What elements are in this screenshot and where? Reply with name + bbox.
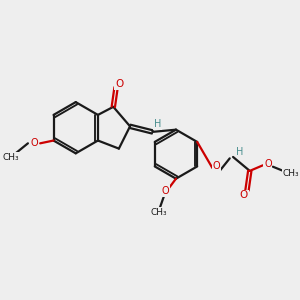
Text: CH₃: CH₃ (282, 169, 299, 178)
Text: O: O (212, 161, 220, 171)
Text: O: O (30, 138, 38, 148)
Text: CH₃: CH₃ (3, 153, 20, 162)
Text: O: O (115, 79, 124, 89)
Text: O: O (162, 186, 169, 196)
Text: CH₃: CH₃ (150, 208, 167, 217)
Text: O: O (239, 190, 248, 200)
Text: O: O (264, 159, 272, 169)
Text: H: H (236, 147, 244, 157)
Text: H: H (154, 119, 161, 129)
